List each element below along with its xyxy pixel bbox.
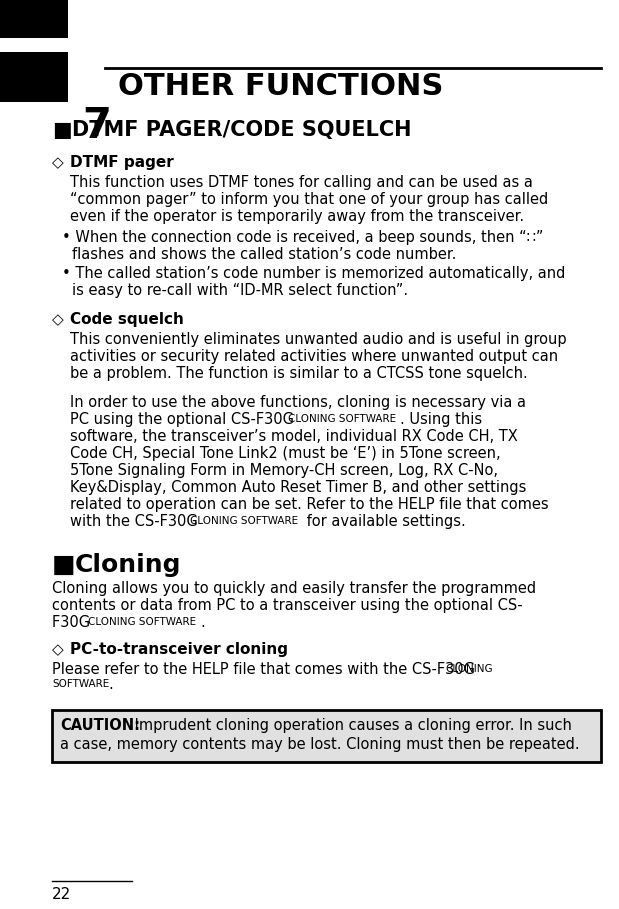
Text: • The called station’s code number is memorized automatically, and: • The called station’s code number is me… xyxy=(62,266,565,281)
Text: This conveniently eliminates unwanted audio and is useful in group: This conveniently eliminates unwanted au… xyxy=(70,332,566,347)
Text: even if the operator is temporarily away from the transceiver.: even if the operator is temporarily away… xyxy=(70,209,524,224)
Text: ■: ■ xyxy=(52,120,72,140)
Text: CLONING: CLONING xyxy=(445,664,493,674)
Text: CLONING SOFTWARE: CLONING SOFTWARE xyxy=(190,516,298,526)
Text: activities or security related activities where unwanted output can: activities or security related activitie… xyxy=(70,349,558,364)
Text: for available settings.: for available settings. xyxy=(302,514,465,529)
Text: 22: 22 xyxy=(52,887,71,902)
Text: .: . xyxy=(200,615,205,630)
Text: PC using the optional CS-F30G: PC using the optional CS-F30G xyxy=(70,412,298,427)
Text: DTMF pager: DTMF pager xyxy=(70,155,174,170)
Text: SOFTWARE: SOFTWARE xyxy=(52,679,109,689)
Text: ◇: ◇ xyxy=(52,155,64,170)
Text: .: . xyxy=(108,677,113,692)
Text: ◇: ◇ xyxy=(52,312,64,327)
Text: ◇: ◇ xyxy=(52,642,64,657)
Text: In order to use the above functions, cloning is necessary via a: In order to use the above functions, clo… xyxy=(70,395,526,410)
Text: • When the connection code is received, a beep sounds, then “∷”: • When the connection code is received, … xyxy=(62,230,543,245)
Text: Code CH, Special Tone Link2 (must be ‘E’) in 5Tone screen,: Code CH, Special Tone Link2 (must be ‘E’… xyxy=(70,446,501,461)
Text: with the CS-F30G: with the CS-F30G xyxy=(70,514,202,529)
Text: . Using this: . Using this xyxy=(400,412,482,427)
Text: a case, memory contents may be lost. Cloning must then be repeated.: a case, memory contents may be lost. Clo… xyxy=(60,737,579,752)
Text: PC-to-transceiver cloning: PC-to-transceiver cloning xyxy=(70,642,288,657)
Text: is easy to re-call with “ID-MR select function”.: is easy to re-call with “ID-MR select fu… xyxy=(72,283,408,298)
Text: 5Tone Signaling Form in Memory-CH screen, Log, RX C-No,: 5Tone Signaling Form in Memory-CH screen… xyxy=(70,463,498,478)
Text: CLONING SOFTWARE: CLONING SOFTWARE xyxy=(288,414,396,424)
Text: flashes and shows the called station’s code number.: flashes and shows the called station’s c… xyxy=(72,247,456,262)
Text: software, the transceiver’s model, individual RX Code CH, TX: software, the transceiver’s model, indiv… xyxy=(70,429,517,444)
FancyBboxPatch shape xyxy=(52,710,601,762)
Text: contents or data from PC to a transceiver using the optional CS-: contents or data from PC to a transceive… xyxy=(52,598,522,613)
Text: 7: 7 xyxy=(82,105,111,147)
Bar xyxy=(0,52,68,102)
Text: Imprudent cloning operation causes a cloning error. In such: Imprudent cloning operation causes a clo… xyxy=(130,718,572,733)
Text: Cloning allows you to quickly and easily transfer the programmed: Cloning allows you to quickly and easily… xyxy=(52,581,536,596)
Text: be a problem. The function is similar to a CTCSS tone squelch.: be a problem. The function is similar to… xyxy=(70,366,528,381)
Text: “common pager” to inform you that one of your group has called: “common pager” to inform you that one of… xyxy=(70,192,548,207)
Text: related to operation can be set. Refer to the HELP file that comes: related to operation can be set. Refer t… xyxy=(70,497,548,512)
Text: CAUTION:: CAUTION: xyxy=(60,718,140,733)
Text: Key&Display, Common Auto Reset Timer B, and other settings: Key&Display, Common Auto Reset Timer B, … xyxy=(70,480,526,495)
Text: Code squelch: Code squelch xyxy=(70,312,184,327)
Text: This function uses DTMF tones for calling and can be used as a: This function uses DTMF tones for callin… xyxy=(70,175,533,190)
Text: DTMF PAGER/CODE SQUELCH: DTMF PAGER/CODE SQUELCH xyxy=(72,120,412,140)
Text: Cloning: Cloning xyxy=(75,553,181,577)
Text: F30G: F30G xyxy=(52,615,95,630)
Text: CLONING SOFTWARE: CLONING SOFTWARE xyxy=(88,617,196,627)
Text: OTHER FUNCTIONS: OTHER FUNCTIONS xyxy=(118,72,443,101)
Bar xyxy=(0,0,68,38)
Text: ■: ■ xyxy=(52,553,76,577)
Text: Please refer to the HELP file that comes with the CS-F30G: Please refer to the HELP file that comes… xyxy=(52,662,480,677)
